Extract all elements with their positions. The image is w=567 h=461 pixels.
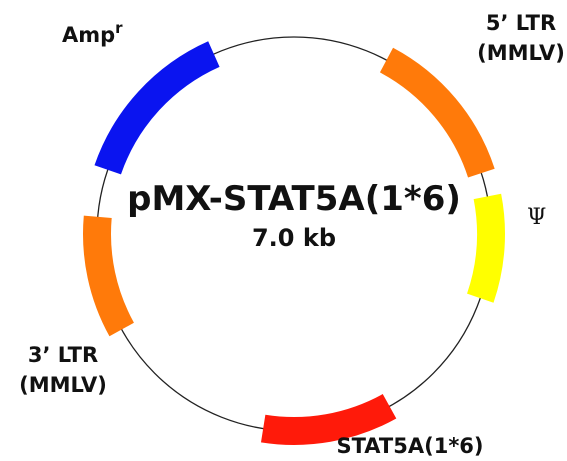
ltr5-feature-arc — [379, 47, 495, 178]
plasmid-name: pMX-STAT5A(1*6) — [127, 179, 461, 219]
psi-label: Ψ — [527, 205, 546, 230]
psi-feature-arc — [466, 193, 505, 303]
ampr-feature-arc — [94, 41, 220, 175]
ampr-label-superscript: r — [115, 19, 123, 37]
ltr3-label-line2: (MMLV) — [19, 373, 107, 397]
ltr5-label-line1: 5’ LTR — [486, 11, 556, 35]
ltr3-label-line1: 3’ LTR — [28, 343, 98, 367]
plasmid-size: 7.0 kb — [252, 224, 336, 252]
ampr-label: Ampr — [62, 19, 123, 47]
ltr5-label-line2: (MMLV) — [477, 41, 565, 65]
ltr3-feature-arc — [83, 215, 135, 337]
stat5a-label: STAT5A(1*6) — [336, 434, 483, 458]
stat5a-feature-arc — [260, 393, 397, 445]
